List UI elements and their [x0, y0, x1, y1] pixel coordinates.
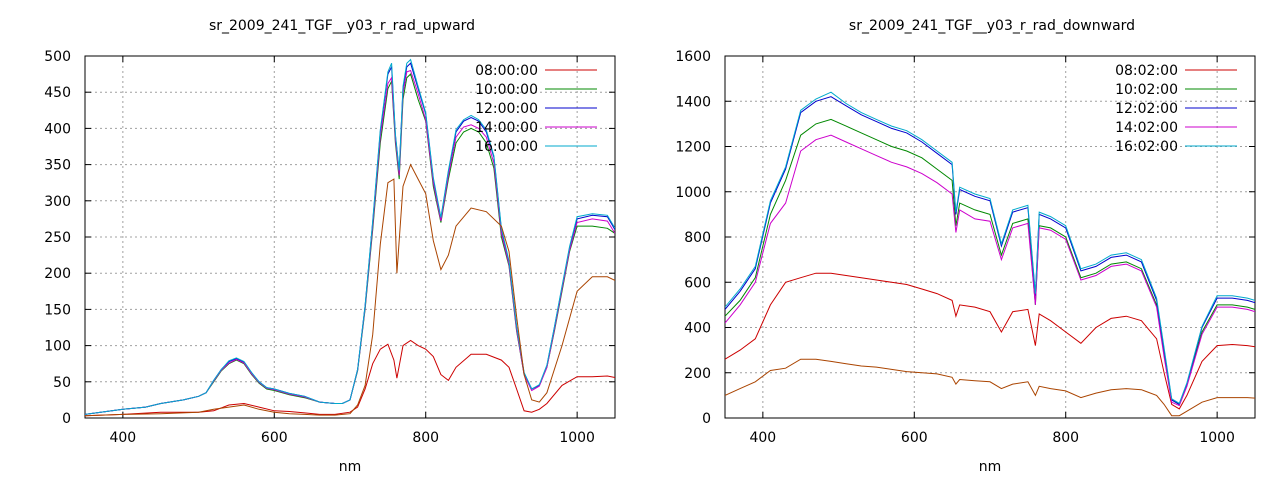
legend-label: 12:02:00 [1115, 101, 1178, 117]
legend-label: 12:00:00 [475, 101, 538, 117]
y-tick-label: 800 [684, 230, 711, 246]
plot-frame [724, 55, 1256, 419]
y-tick-label: 1600 [675, 49, 711, 65]
chart-panel-2: sr_2009_241_TGF__y03_r_rad_downward 400 60… [675, 18, 1256, 475]
series-line-140000 [85, 69, 615, 415]
y-tick-label: 1000 [675, 185, 711, 201]
y-tick-label: 450 [44, 85, 71, 101]
legend-label: 10:00:00 [475, 82, 538, 98]
y-tick-label: 500 [44, 49, 71, 65]
series-line-080000 [85, 339, 615, 417]
chart-title: sr_2009_241_TGF__y03_r_rad_upward [209, 18, 475, 34]
legend-label: 08:02:00 [1115, 63, 1178, 79]
x-tick-label: 400 [749, 430, 776, 446]
x-tick-label: 800 [1052, 430, 1079, 446]
y-tick-label: 400 [684, 321, 711, 337]
y-tick-label: 200 [44, 266, 71, 282]
plot-frame [84, 55, 616, 419]
legend-label: 14:02:00 [1115, 120, 1178, 136]
y-tick-label: 1400 [675, 94, 711, 110]
y-tick-label: 0 [702, 411, 711, 427]
x-tick-label: 400 [109, 430, 136, 446]
legend-label: 10:02:00 [1115, 82, 1178, 98]
series-line-160200 [725, 91, 1255, 405]
x-tick-label: 1000 [559, 430, 595, 446]
series-line-140200 [725, 134, 1255, 407]
y-tick-label: 600 [684, 275, 711, 291]
series-line-100200 [725, 118, 1255, 406]
legend-label: 08:00:00 [475, 63, 538, 79]
x-tick-label: 1000 [1199, 430, 1235, 446]
y-tick-label: 100 [44, 339, 71, 355]
series-line-080200 [725, 272, 1255, 410]
y-tick-label: 400 [44, 121, 71, 137]
y-tick-label: 350 [44, 158, 71, 174]
y-tick-label: 0 [62, 411, 71, 427]
legend-label: 16:00:00 [475, 139, 538, 155]
y-tick-label: 150 [44, 302, 71, 318]
x-tick-label: 600 [901, 430, 928, 446]
legend-label: 16:02:00 [1115, 139, 1178, 155]
series-line-120200 [725, 96, 1255, 406]
y-tick-label: 250 [44, 230, 71, 246]
x-tick-label: 600 [261, 430, 288, 446]
y-tick-label: 300 [44, 194, 71, 210]
series-line-unlabeled [725, 358, 1255, 417]
y-tick-label: 1200 [675, 140, 711, 156]
series-line-unlabeled [85, 163, 615, 417]
chart-panel-1: sr_2009_241_TGF__y03_r_rad_upward 400 600 8… [44, 18, 616, 475]
x-axis-label: nm [979, 459, 1002, 475]
y-tick-label: 50 [53, 375, 71, 391]
y-tick-label: 200 [684, 366, 711, 382]
chart-title: sr_2009_241_TGF__y03_r_rad_downward [849, 18, 1135, 34]
x-axis-label: nm [339, 459, 362, 475]
legend-label: 14:00:00 [475, 120, 538, 136]
x-tick-label: 800 [412, 430, 439, 446]
series-line-160000 [85, 58, 615, 415]
